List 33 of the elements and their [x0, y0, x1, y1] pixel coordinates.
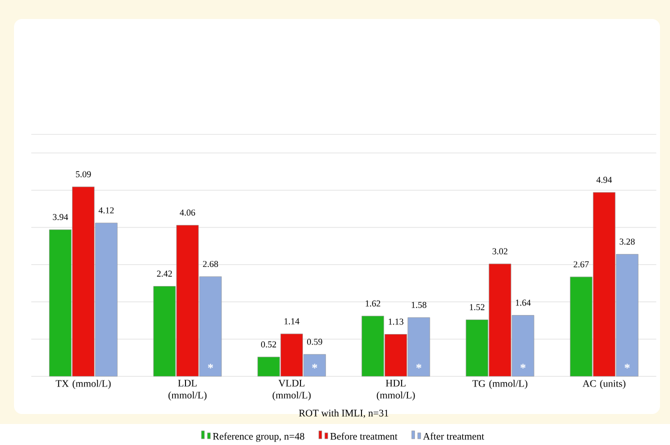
data-label: 5.09	[76, 171, 91, 178]
data-label: 1.13	[388, 318, 404, 325]
data-label: 1.52	[470, 304, 484, 310]
data-label: 4.12	[98, 207, 114, 214]
x-axis-title: ROT with IMLI, n=31	[298, 409, 388, 418]
data-label: 1.58	[412, 302, 426, 308]
x-tick-label: LDL (mmol/L)	[168, 380, 207, 401]
data-label: 4.06	[180, 209, 196, 216]
annotation: *	[312, 364, 318, 368]
legend-label: Reference group, n=48	[212, 432, 304, 442]
data-label: 2.42	[157, 270, 172, 277]
annotation: *	[416, 364, 422, 368]
x-tick-label: AC (units)	[582, 380, 626, 389]
data-label: 2.68	[203, 260, 218, 267]
data-label: 1.64	[516, 300, 531, 306]
data-label: 1.62	[366, 300, 380, 306]
data-label: 3.28	[620, 238, 635, 245]
x-tick-label: HDL (mmol/L)	[376, 380, 415, 401]
x-tick-label: TX (mmol/L)	[56, 380, 111, 389]
data-label: 4.94	[596, 176, 612, 183]
data-label: 0.52	[261, 341, 276, 348]
data-label: 3.94	[52, 214, 68, 220]
data-label: 2.67	[574, 261, 589, 268]
legend-label: Before treatment	[330, 432, 398, 440]
annotation: *	[624, 364, 630, 368]
data-label: 3.02	[492, 248, 508, 254]
data-label: 0.59	[307, 338, 322, 345]
annotation: *	[520, 364, 526, 368]
annotation: *	[208, 364, 214, 368]
x-tick-label: VLDL (mmol/L)	[272, 380, 311, 401]
legend-label: After treatment	[422, 432, 484, 440]
data-label: 1.14	[284, 318, 300, 324]
x-tick-label: TG (mmol/L)	[472, 380, 528, 389]
